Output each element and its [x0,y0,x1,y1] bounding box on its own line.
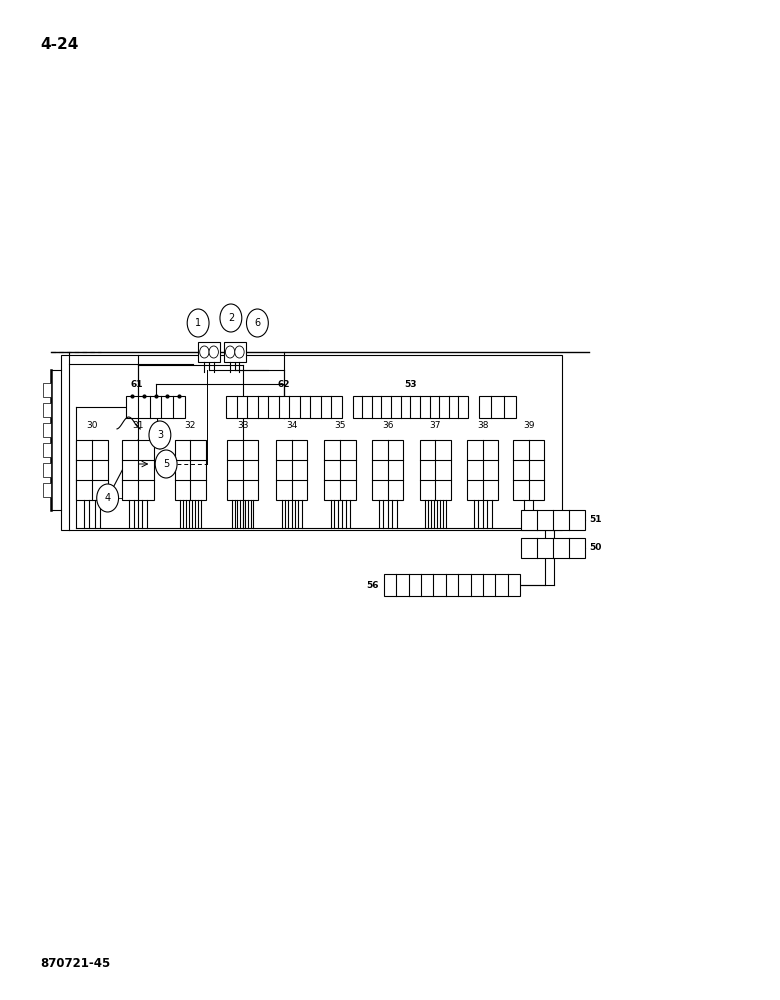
Text: 50: 50 [590,544,602,552]
Circle shape [97,484,119,512]
Circle shape [187,309,209,337]
Bar [122,440,154,500]
Bar [513,440,544,500]
Text: 4-24: 4-24 [41,37,79,52]
Text: 6: 6 [254,318,261,328]
Bar [324,440,356,500]
Bar [198,342,220,362]
Bar [76,440,108,500]
Bar [521,510,585,530]
Text: 2: 2 [228,313,234,323]
Bar [43,403,51,417]
Circle shape [155,450,177,478]
Bar [353,396,468,418]
Bar [521,538,585,558]
Circle shape [220,304,242,332]
Text: 37: 37 [430,421,441,430]
Bar [372,440,403,500]
Bar [384,574,520,596]
Text: 39: 39 [523,421,534,430]
Bar [276,440,307,500]
Bar [420,440,451,500]
Text: 1: 1 [195,318,201,328]
Circle shape [225,346,235,358]
Text: 62: 62 [278,380,290,389]
Bar [43,463,51,477]
Text: 4: 4 [105,493,111,503]
Text: 30: 30 [87,421,98,430]
Text: 32: 32 [185,421,196,430]
Text: 53: 53 [404,380,417,389]
Circle shape [209,346,218,358]
Text: 3: 3 [157,430,163,440]
Bar [479,396,516,418]
Text: 56: 56 [367,580,379,589]
Text: 870721-45: 870721-45 [41,957,111,970]
Text: 31: 31 [133,421,144,430]
Bar [43,443,51,457]
Bar [175,440,206,500]
Text: 36: 36 [382,421,393,430]
Bar [224,342,246,362]
Text: 38: 38 [477,421,488,430]
Bar [43,423,51,437]
Bar [226,396,342,418]
Bar [227,440,258,500]
Text: 35: 35 [335,421,346,430]
Text: 61: 61 [130,380,143,389]
Bar [43,383,51,397]
Circle shape [149,421,171,449]
Bar [61,355,562,530]
Bar [467,440,498,500]
Text: 33: 33 [237,421,248,430]
Circle shape [200,346,209,358]
Circle shape [235,346,244,358]
Text: 5: 5 [163,459,169,469]
Text: 51: 51 [590,516,602,524]
Text: 34: 34 [286,421,297,430]
Bar [43,483,51,497]
Bar [126,396,185,418]
Circle shape [246,309,268,337]
